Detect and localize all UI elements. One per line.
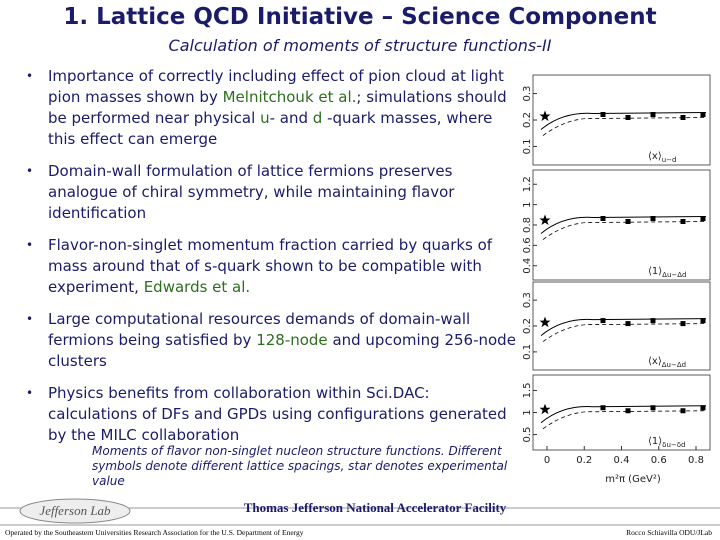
panel-label-sub: Δu−Δd <box>662 361 686 369</box>
data-point <box>700 405 706 411</box>
logo: Jefferson Lab <box>39 503 111 518</box>
x-tick-label: 0.4 <box>614 455 630 466</box>
bullet: Flavor-non-singlet momentum fraction car… <box>22 235 518 298</box>
data-point <box>680 219 686 224</box>
bullet-list: Importance of correctly including effect… <box>22 66 522 457</box>
y-tick-label: 0.4 <box>522 258 533 274</box>
fit-curve <box>542 221 707 240</box>
panel-label: ⟨1⟩δu−δd <box>648 436 685 449</box>
highlight-text: 128-node <box>256 331 328 349</box>
star-point <box>539 110 551 121</box>
data-point <box>680 115 686 120</box>
data-point <box>680 321 686 327</box>
highlight-text: d <box>312 109 323 127</box>
y-tick-label: 0.1 <box>522 344 533 360</box>
author: Rocco Schiavilla ODU/JLab <box>626 528 712 537</box>
operated-by: Operated by the Southeastern Universitie… <box>5 528 304 537</box>
figure: 0.30.20.1⟨x⟩u−d1.210.80.60.4 ⟨1⟩Δu−Δd0.30… <box>522 74 711 485</box>
fit-curve <box>540 318 707 336</box>
bullet-text: Domain-wall formulation of lattice fermi… <box>48 162 455 222</box>
logo-badge <box>19 498 131 524</box>
bullet-text: Large computational resources demands of… <box>48 310 471 349</box>
title: 1. Lattice QCD Initiative – Science Comp… <box>63 4 657 30</box>
panel-label-main: ⟨x⟩ <box>648 151 662 162</box>
y-tick-label: 0.2 <box>522 318 533 334</box>
data-point <box>600 318 606 324</box>
panel-label-main: ⟨1⟩ <box>648 266 662 277</box>
footer: Jefferson Lab Thomas Jefferson National … <box>0 498 720 537</box>
panel-label-sub: u−d <box>662 156 677 164</box>
y-tick-label: 0.8 <box>522 217 533 233</box>
data-point <box>600 405 606 411</box>
bullet: Large computational resources demands of… <box>22 309 518 372</box>
panel-label: ⟨x⟩Δu−Δd <box>648 356 686 369</box>
x-tick-label: 0 <box>544 455 550 466</box>
y-tick-label: 0.1 <box>522 139 533 155</box>
bullet-text: ; simulations should be performed near p… <box>48 88 507 127</box>
bullet-text: Flavor-non-singlet momentum fraction car… <box>48 236 493 296</box>
y-tick-label: 0.5 <box>522 427 533 443</box>
panel-label-main: ⟨1⟩ <box>648 436 662 447</box>
fit-curve <box>540 405 707 424</box>
data-point <box>625 219 631 224</box>
bullet-text: and upcoming 256-node clusters <box>48 331 516 370</box>
fit-curve <box>542 410 707 430</box>
data-point <box>650 216 656 221</box>
data-point <box>650 318 656 324</box>
panel-label-sub: Δu−Δd <box>662 271 686 279</box>
bullet-text: - and <box>269 109 313 127</box>
y-tick-label: 1.5 <box>522 382 533 398</box>
data-point <box>625 408 631 414</box>
fit-curve <box>540 216 707 234</box>
highlight-text: Edwards et al. <box>143 278 251 296</box>
highlight-text: Melnitchouk et al. <box>222 88 357 106</box>
panel-frame <box>532 169 711 281</box>
data-point <box>700 318 706 324</box>
y-tick-label: 0.3 <box>522 86 533 102</box>
bullet: Domain-wall formulation of lattice fermi… <box>22 161 518 224</box>
x-axis-label: m²π (GeV²) <box>605 474 661 485</box>
data-point <box>625 321 631 327</box>
data-point <box>600 112 606 117</box>
panel-label-sub: δu−δd <box>662 441 685 449</box>
fit-curve <box>542 323 707 342</box>
data-point <box>700 112 706 117</box>
star-point <box>539 316 551 328</box>
bullet: Physics benefits from collaboration with… <box>22 383 518 446</box>
bullet-text: -quark masses, where this effect can eme… <box>48 109 493 148</box>
y-tick-label: 1.2 <box>522 176 533 192</box>
data-point <box>680 408 686 414</box>
bullet: Importance of correctly including effect… <box>22 66 518 150</box>
star-point <box>539 214 551 225</box>
data-point <box>600 216 606 221</box>
data-point <box>650 405 656 411</box>
y-tick-label: 0.6 <box>522 237 533 253</box>
y-tick-label: 0.2 <box>522 112 533 128</box>
highlight-text: u <box>260 109 270 127</box>
star-point <box>539 403 551 415</box>
subtitle: Calculation of moments of structure func… <box>168 36 552 55</box>
fit-curve <box>540 112 707 130</box>
panel-label: ⟨x⟩u−d <box>648 151 676 164</box>
data-point <box>700 216 706 221</box>
bullet-text: Physics benefits from collaboration with… <box>48 384 507 444</box>
x-tick-label: 0.6 <box>651 455 667 466</box>
y-tick-label: 1 <box>522 201 533 207</box>
y-tick-label: 0.3 <box>522 292 533 308</box>
x-tick-label: 0.2 <box>576 455 592 466</box>
y-tick-label: 1 <box>522 409 533 415</box>
panel-label: ⟨1⟩Δu−Δd <box>648 266 687 279</box>
facility: Thomas Jefferson National Accelerator Fa… <box>244 500 507 515</box>
caption: Moments of flavor non-singlet nucleon st… <box>92 444 508 488</box>
fit-curve <box>542 117 707 136</box>
data-point <box>650 112 656 117</box>
data-point <box>625 115 631 120</box>
panel-label-main: ⟨x⟩ <box>648 356 662 367</box>
x-tick-label: 0.8 <box>688 455 704 466</box>
bullet-text: Importance of correctly including effect… <box>48 67 504 106</box>
